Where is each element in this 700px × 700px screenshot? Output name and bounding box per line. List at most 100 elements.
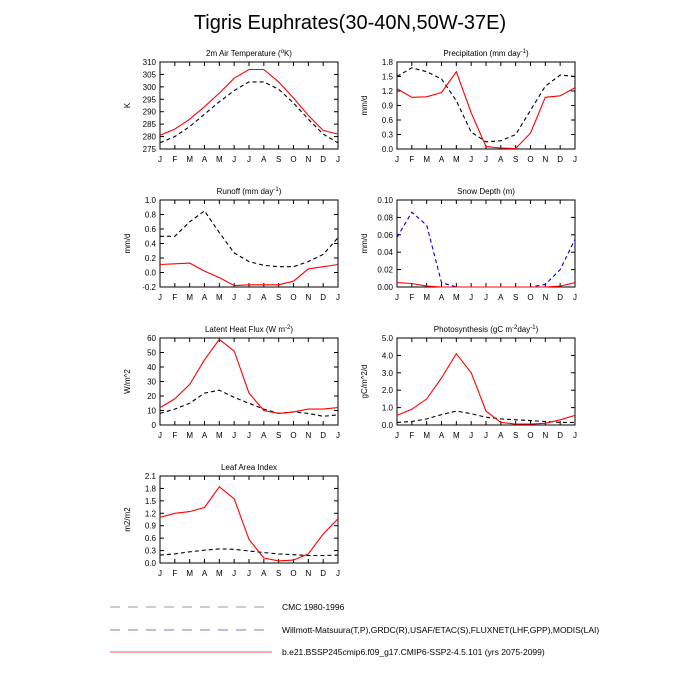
x-tick-label: A (202, 293, 208, 302)
chart-title-part: Leaf Area Index (221, 463, 277, 472)
x-tick-label: J (232, 293, 236, 302)
y-tick-label: 290 (143, 108, 157, 117)
x-tick-label: N (305, 431, 311, 440)
x-tick-label: S (276, 569, 281, 578)
x-tick-label: J (469, 155, 473, 164)
y-tick-label: 10 (147, 407, 156, 416)
x-tick-label: M (453, 431, 460, 440)
series-line-model (159, 262, 339, 287)
figure-title: Tigris Euphrates(30-40N,50W-37E) (193, 12, 507, 34)
x-tick-label: A (498, 431, 504, 440)
chart-title-part: Precipitation (mm day (443, 49, 520, 58)
x-tick-label: J (158, 569, 162, 578)
y-tick-label: 0.00 (377, 283, 393, 292)
chart-title-part: -2 (512, 325, 518, 331)
x-tick-label: D (320, 293, 326, 302)
x-tick-label: M (216, 569, 223, 578)
x-tick-label: M (216, 155, 223, 164)
chart-title: Snow Depth (m) (457, 187, 515, 196)
y-tick-label: 1.8 (382, 58, 394, 67)
chart-title-part: o (281, 49, 285, 55)
y-axis-label: mm/d (360, 234, 369, 254)
series-line-model (159, 68, 339, 136)
series-line-cmc (159, 548, 339, 557)
legend-label-cmc: CMC 1980-1996 (282, 602, 345, 612)
y-axis-label: gC/m^2/d (360, 365, 369, 399)
x-tick-label: J (336, 155, 340, 164)
series-line-model (396, 70, 576, 150)
series-line-cmc (159, 81, 339, 144)
y-tick-label: 0.9 (145, 522, 157, 531)
y-tick-label: 2.0 (382, 386, 394, 395)
x-tick-label: F (172, 569, 177, 578)
y-tick-label: -0.2 (142, 283, 156, 292)
y-axis-label: mm/d (123, 234, 132, 254)
chart-panels: 2m Air Temperature (oK)27528028529029530… (123, 49, 577, 578)
y-axis-label: m2/m2 (123, 507, 132, 532)
chart-title-part: -2 (285, 325, 291, 331)
chart-photo: Photosynthesis (gC m-2day-1) 0.0 1.0 2.0 3.0… (360, 325, 577, 440)
x-tick-label: J (469, 431, 473, 440)
x-tick-label: F (409, 155, 414, 164)
y-axis-label: mm/d (360, 96, 369, 116)
x-tick-label: J (484, 293, 488, 302)
x-tick-label: D (320, 431, 326, 440)
x-tick-label: J (336, 293, 340, 302)
x-tick-label: N (305, 293, 311, 302)
series-line-cmc (159, 389, 339, 417)
y-tick-label: 0.0 (145, 269, 157, 278)
x-tick-label: N (305, 569, 311, 578)
x-tick-label: N (542, 431, 548, 440)
x-tick-label: A (498, 155, 504, 164)
x-tick-label: M (453, 155, 460, 164)
x-tick-label: A (439, 431, 445, 440)
x-tick-label: J (395, 431, 399, 440)
x-tick-label: M (186, 293, 193, 302)
x-tick-label: N (542, 293, 548, 302)
x-tick-label: J (336, 431, 340, 440)
chart-title-part: -1 (530, 325, 536, 331)
y-tick-label: 2.1 (145, 472, 157, 481)
x-tick-label: A (261, 569, 267, 578)
chart-title-part: -1 (521, 49, 527, 55)
x-tick-label: J (247, 155, 251, 164)
x-tick-label: J (232, 569, 236, 578)
y-tick-label: 1.2 (382, 87, 394, 96)
y-tick-label: 0.6 (382, 116, 394, 125)
y-tick-label: 0.10 (377, 196, 393, 205)
y-tick-label: 1.8 (145, 484, 157, 493)
y-tick-label: 0.04 (377, 248, 393, 257)
plot-frame (159, 337, 339, 426)
chart-snow: Snow Depth (m) 0.00 0.02 0.04 0.06 0.08 0.10 J F… (360, 187, 577, 302)
x-tick-label: D (320, 569, 326, 578)
y-tick-label: 0.2 (145, 254, 157, 263)
chart-title-part: ) (536, 325, 539, 334)
y-tick-label: 4.0 (382, 351, 394, 360)
chart-lai: Leaf Area Index 0.0 0.3 0.6 0.9 1.2 1.5 1.8 2.1 J… (123, 463, 340, 578)
x-tick-label: F (409, 293, 414, 302)
y-tick-label: 0.6 (145, 225, 157, 234)
y-tick-label: 30 (147, 378, 156, 387)
y-tick-label: 0.0 (382, 145, 394, 154)
chart-title-part: Snow Depth (m) (457, 187, 515, 196)
x-tick-label: M (186, 569, 193, 578)
x-tick-label: A (261, 431, 267, 440)
chart-title-part: Latent Heat Flux (W m (205, 325, 285, 334)
x-tick-label: N (542, 155, 548, 164)
chart-title: Leaf Area Index (221, 463, 277, 472)
y-tick-label: 1.5 (145, 497, 157, 506)
y-tick-label: 0.8 (145, 211, 157, 220)
y-axis-label: W/m^2 (123, 369, 132, 394)
x-tick-label: M (423, 293, 430, 302)
x-tick-label: O (290, 293, 296, 302)
y-tick-label: 0.02 (377, 266, 393, 275)
x-tick-label: O (290, 155, 296, 164)
x-tick-label: S (513, 155, 518, 164)
chart-title-part: Photosynthesis (gC m (434, 325, 513, 334)
x-tick-label: M (216, 431, 223, 440)
x-tick-label: J (573, 155, 577, 164)
x-tick-label: A (202, 431, 208, 440)
y-tick-label: 305 (143, 70, 157, 79)
y-tick-label: 310 (143, 58, 157, 67)
